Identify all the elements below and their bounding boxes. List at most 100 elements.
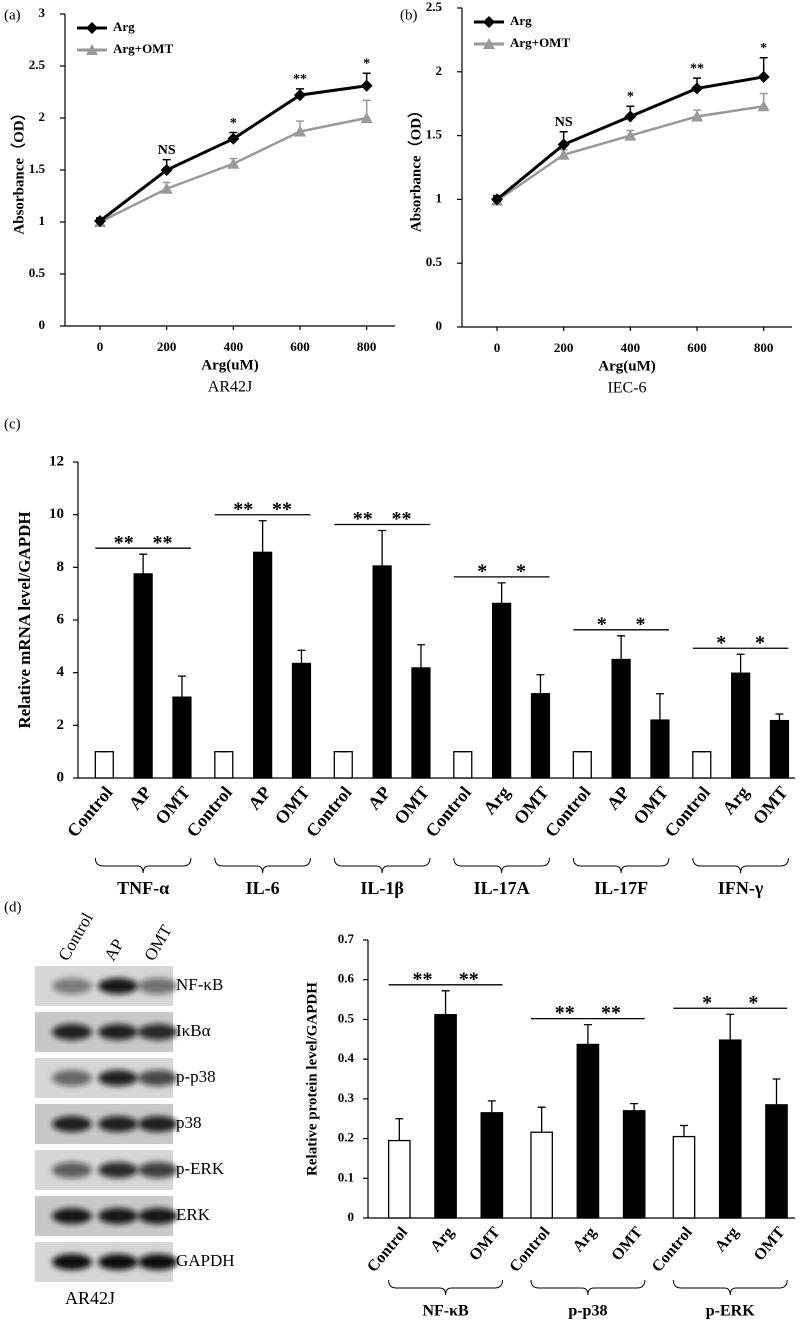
group-label: p-p38 [568,1303,607,1320]
bar [492,602,512,779]
bar [622,1110,646,1219]
protein-label: NF-κB [176,975,223,994]
error-bar [655,693,664,721]
protein-label: GAPDH [176,1251,235,1270]
blot-band [52,1116,92,1132]
error-bar [297,649,306,664]
y-tick-label: 12 [49,453,64,469]
panel-label: (a) [4,7,21,23]
blot-band [98,1070,138,1086]
marker [557,138,570,151]
bar [765,1104,788,1219]
marker [227,132,240,145]
protein-label: IκBα [176,1021,211,1040]
bar [576,1043,600,1219]
x-tick-label: 600 [290,339,310,354]
y-tick-label: 0.1 [338,1169,354,1184]
blot-band [98,978,138,994]
group-brace [692,857,789,874]
marker [624,110,637,123]
x-tick-label: 800 [357,339,377,354]
bar [530,1131,553,1219]
lane-label: OMT [140,921,176,964]
bar [387,1139,411,1219]
x-tick-label: 0 [494,340,501,355]
y-tick-label: 0.7 [338,931,355,946]
blot-band [98,1162,138,1178]
significance-label: * [516,560,526,582]
marker [757,70,770,83]
bar [692,751,712,779]
marker [691,82,703,95]
error-bar [726,1013,735,1041]
error-bar [736,653,745,674]
x-tick-label: 400 [621,340,641,355]
y-tick-label: 1 [39,213,46,228]
y-tick-label: 1 [436,190,443,205]
error-bar [416,644,425,668]
group-label: IFN-γ [718,878,764,898]
y-tick-label: 0.5 [338,1010,355,1025]
legend-marker [86,44,98,55]
error-bar [775,713,784,721]
group-label: TNF-α [117,878,169,898]
y-tick-label: 0.2 [338,1130,354,1145]
error-bar [378,529,387,567]
bar [172,696,192,779]
group-brace [453,857,550,874]
x-tick-label: Arg [712,1224,742,1255]
marker [160,164,173,176]
bar [291,662,312,779]
x-tick-label: Control [660,782,714,841]
cell-line-label: AR42J [65,1288,115,1308]
blot-band [138,1070,178,1086]
error-bar [177,675,186,698]
x-tick-label: OMT [466,1224,504,1264]
bar [672,1135,696,1219]
group-brace [388,1279,504,1296]
y-tick-label: 8 [57,559,65,575]
x-tick-label: Arg [570,1224,600,1255]
significance-label: ** [272,498,292,520]
legend-marker [86,22,98,34]
marker [94,214,106,227]
significance-label: ** [555,1002,575,1024]
annotation: * [230,116,237,131]
y-tick-label: 2 [57,717,65,733]
error-bar [617,635,626,660]
blot-band [52,978,92,994]
bar [411,667,431,779]
group-label: IL-17A [474,878,530,898]
y-tick-label: 0 [57,769,65,785]
annotation: ** [293,72,307,87]
x-tick-label: 200 [554,340,574,355]
x-axis-label: Arg(uM) [201,357,258,373]
y-tick-label: 0.5 [29,265,46,280]
blot-band [52,1162,92,1178]
bar [372,565,392,779]
x-tick-label: AP [603,782,634,813]
lane-label: AP [100,936,127,964]
protein-label: p-ERK [176,1159,225,1178]
bar [650,719,670,779]
annotation: * [627,89,634,104]
blot-band [98,1116,138,1132]
bar [480,1112,504,1219]
significance-label: ** [114,532,134,554]
marker [227,157,240,169]
legend-label: Arg [510,13,532,28]
y-axis-label: Absorbance（OD） [406,103,424,232]
blot-band [138,1116,178,1132]
significance-label: ** [459,968,479,990]
bar [572,751,592,779]
y-tick-label: 1.5 [426,127,443,142]
group-label: IL-6 [246,878,280,898]
x-tick-label: Arg [479,782,514,818]
bar [133,573,153,779]
marker [624,129,637,141]
x-axis-label: Arg(uM) [598,358,655,374]
bar [453,751,473,779]
bar [731,672,751,779]
error-bar [139,553,148,574]
